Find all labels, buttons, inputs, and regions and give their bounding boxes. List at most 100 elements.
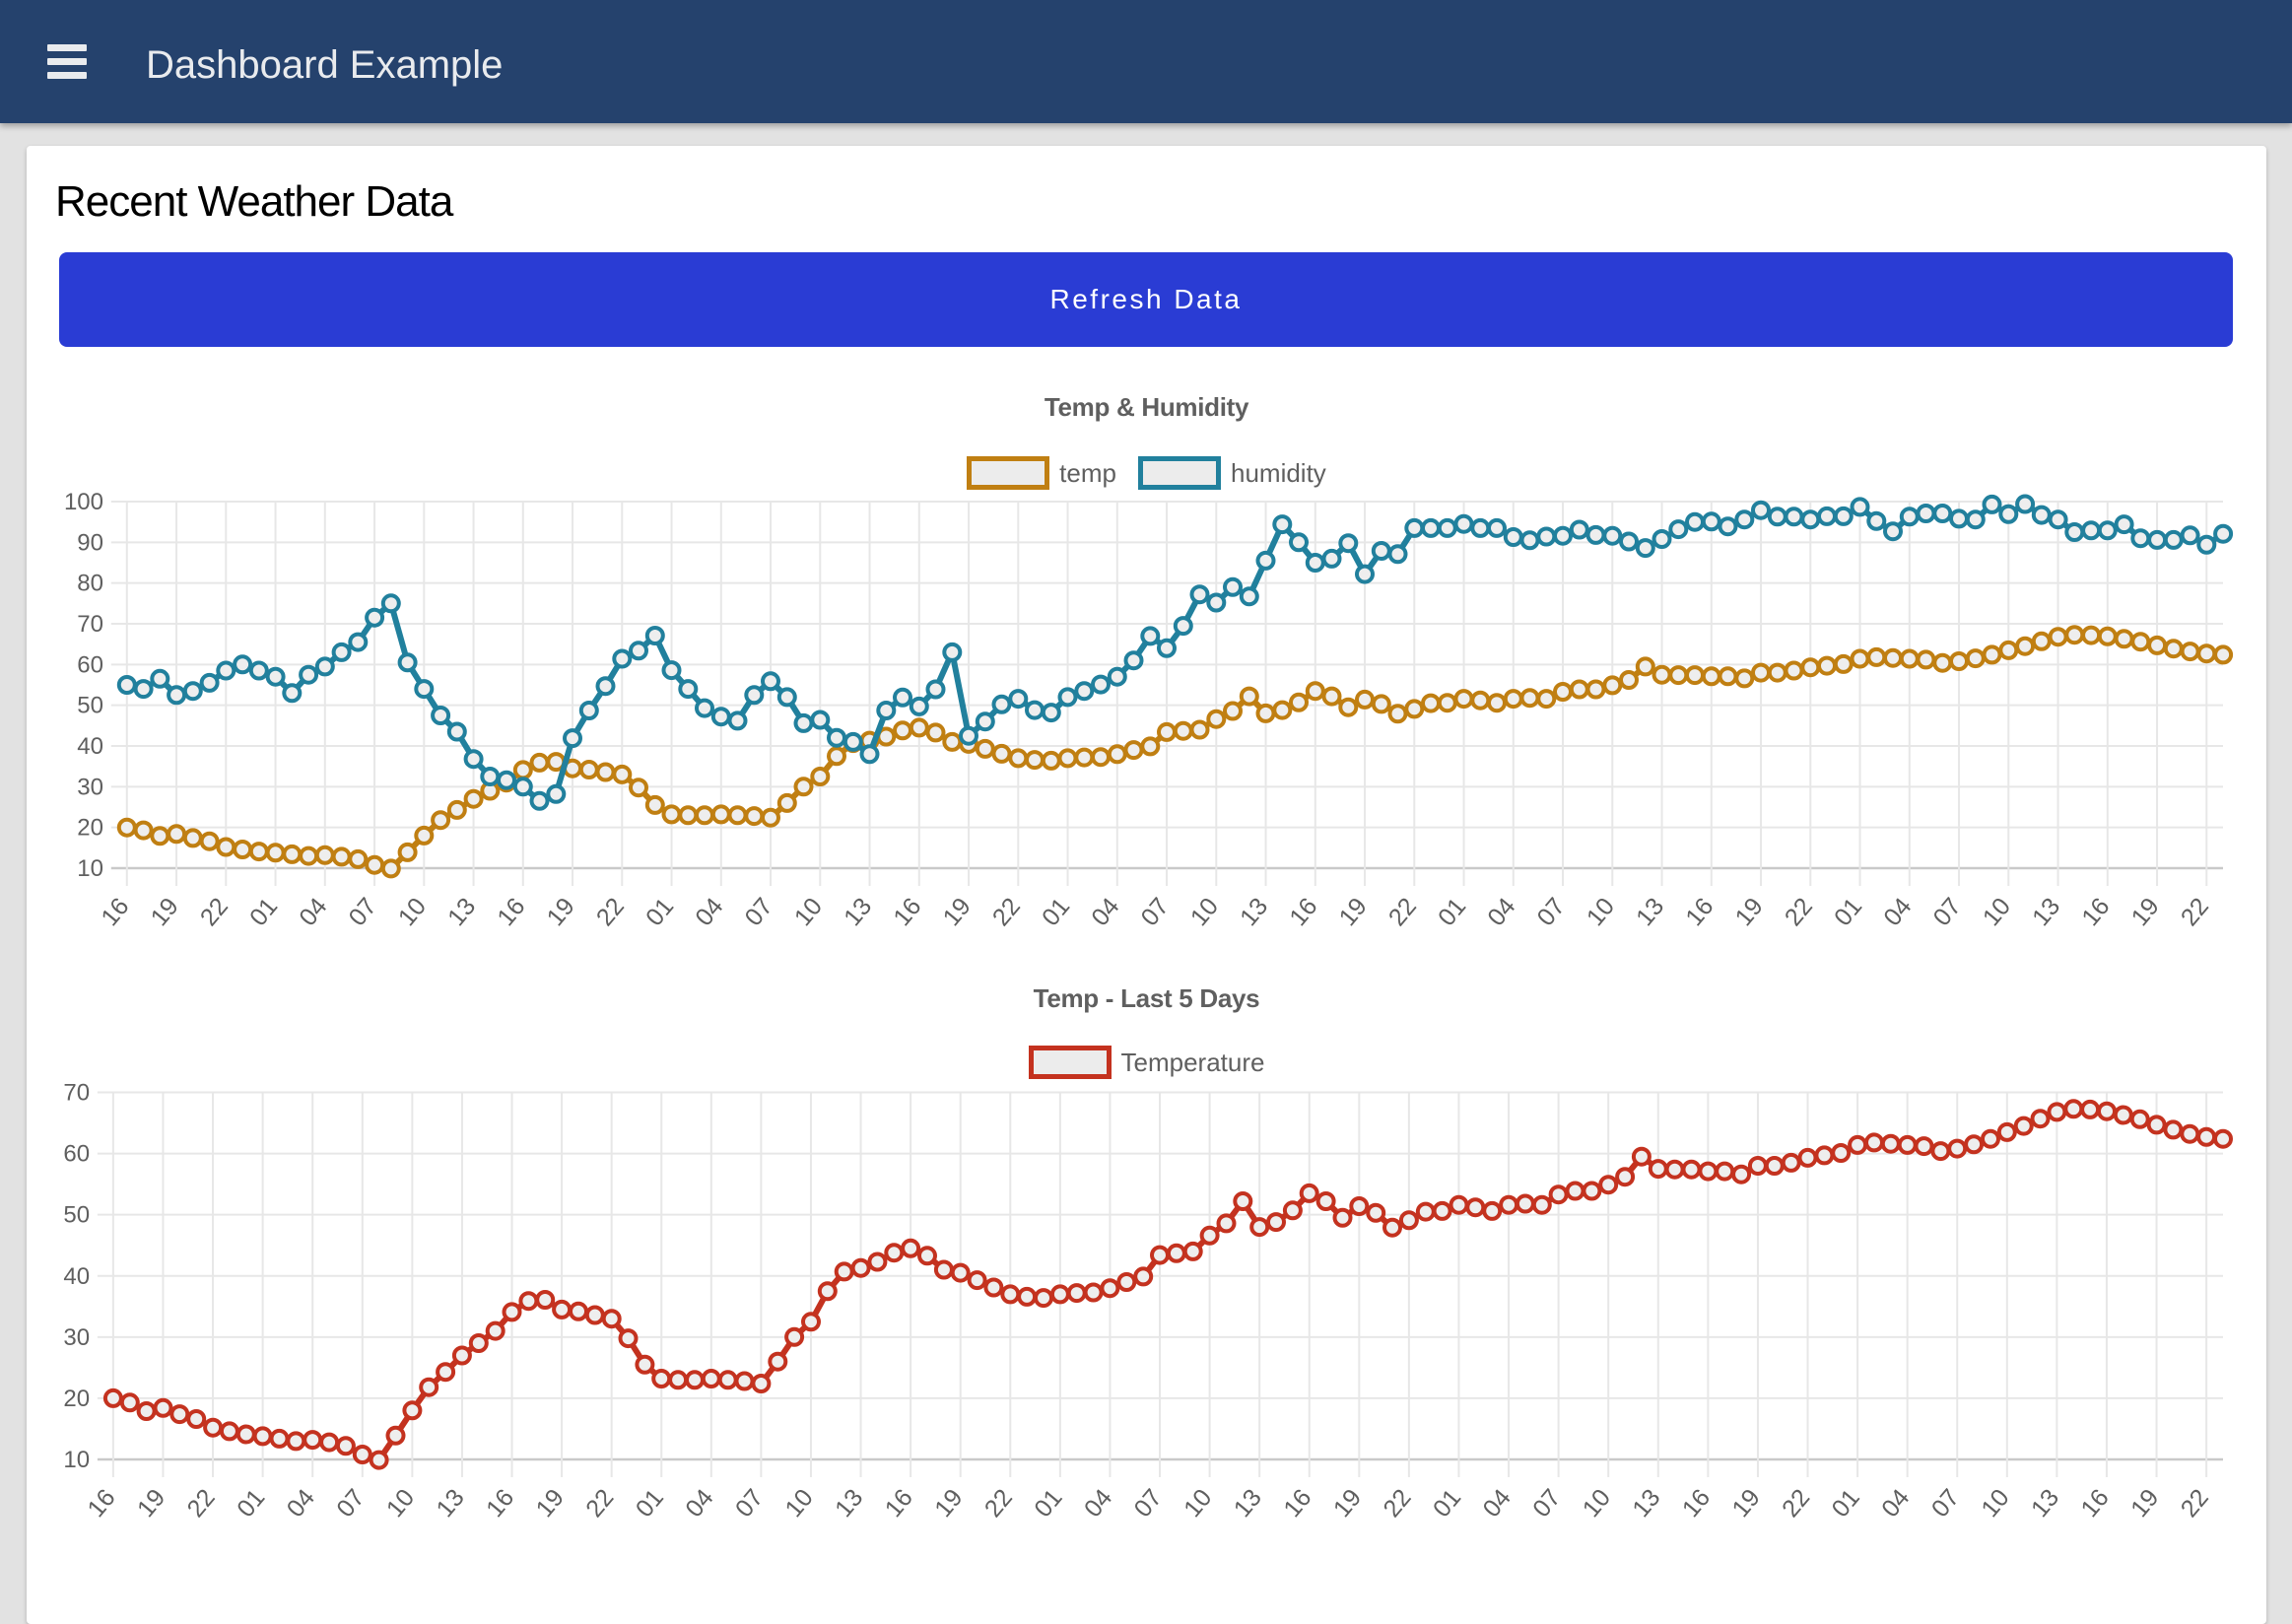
svg-text:20: 20 [63,1386,90,1412]
svg-text:19: 19 [531,1484,570,1522]
svg-text:04: 04 [1086,893,1124,931]
svg-text:01: 01 [640,893,679,931]
svg-text:10: 10 [1185,893,1224,931]
svg-text:22: 22 [2176,1484,2214,1522]
svg-text:01: 01 [232,1484,270,1522]
svg-text:22: 22 [1777,1484,1815,1522]
svg-text:80: 80 [77,571,103,597]
svg-text:13: 13 [2026,1484,2064,1522]
svg-text:22: 22 [1780,893,1818,931]
svg-text:07: 07 [1527,1484,1566,1522]
svg-text:16: 16 [1278,1484,1316,1522]
svg-text:07: 07 [740,893,778,931]
svg-text:22: 22 [1383,893,1422,931]
svg-text:22: 22 [987,893,1026,931]
svg-text:13: 13 [2027,893,2065,931]
svg-text:19: 19 [146,893,184,931]
svg-text:19: 19 [938,893,977,931]
svg-text:01: 01 [1827,1484,1865,1522]
svg-text:16: 16 [1677,1484,1716,1522]
svg-text:10: 10 [393,893,432,931]
svg-text:01: 01 [244,893,283,931]
svg-text:16: 16 [492,893,530,931]
svg-text:22: 22 [195,893,234,931]
svg-text:07: 07 [1136,893,1175,931]
svg-text:01: 01 [1433,893,1471,931]
svg-text:22: 22 [1378,1484,1416,1522]
svg-text:50: 50 [63,1202,90,1229]
svg-text:19: 19 [2125,1484,2164,1522]
svg-text:10: 10 [1578,1484,1616,1522]
svg-text:16: 16 [2076,893,2115,931]
svg-text:01: 01 [1428,1484,1466,1522]
svg-text:10: 10 [1976,1484,2014,1522]
svg-text:01: 01 [1029,1484,1067,1522]
svg-text:07: 07 [1926,1484,1965,1522]
svg-text:16: 16 [96,893,134,931]
svg-text:13: 13 [442,893,481,931]
svg-text:04: 04 [1876,1484,1915,1522]
svg-text:10: 10 [63,1447,90,1473]
svg-text:19: 19 [542,893,580,931]
svg-text:70: 70 [63,1080,90,1107]
svg-text:22: 22 [182,1484,221,1522]
svg-text:40: 40 [63,1263,90,1290]
svg-text:16: 16 [880,1484,918,1522]
svg-text:30: 30 [63,1324,90,1351]
svg-text:07: 07 [344,893,382,931]
svg-text:19: 19 [2126,893,2165,931]
svg-text:16: 16 [1284,893,1322,931]
svg-text:13: 13 [1627,1484,1665,1522]
svg-text:04: 04 [1478,1484,1517,1522]
svg-text:30: 30 [77,774,103,800]
svg-text:10: 10 [77,855,103,882]
svg-text:16: 16 [2075,1484,2114,1522]
svg-text:10: 10 [381,1484,420,1522]
svg-text:04: 04 [1482,893,1520,931]
svg-text:10: 10 [779,1484,818,1522]
svg-text:16: 16 [1680,893,1719,931]
svg-text:50: 50 [77,693,103,719]
svg-text:16: 16 [82,1484,120,1522]
svg-text:13: 13 [839,893,877,931]
svg-text:01: 01 [1037,893,1075,931]
svg-text:22: 22 [2176,893,2214,931]
svg-text:04: 04 [294,893,332,931]
svg-text:60: 60 [63,1141,90,1168]
svg-text:100: 100 [64,489,103,515]
svg-text:13: 13 [1235,893,1273,931]
svg-text:22: 22 [580,1484,619,1522]
svg-text:19: 19 [1730,893,1769,931]
svg-text:10: 10 [1179,1484,1217,1522]
svg-text:40: 40 [77,733,103,760]
svg-text:19: 19 [132,1484,170,1522]
svg-text:19: 19 [1328,1484,1367,1522]
svg-text:19: 19 [1726,1484,1765,1522]
svg-text:16: 16 [888,893,926,931]
svg-text:07: 07 [1532,893,1571,931]
svg-text:07: 07 [730,1484,769,1522]
svg-text:20: 20 [77,815,103,842]
svg-text:04: 04 [1878,893,1917,931]
svg-text:04: 04 [1079,1484,1117,1522]
svg-text:01: 01 [631,1484,669,1522]
svg-text:22: 22 [979,1484,1018,1522]
svg-text:07: 07 [1128,1484,1167,1522]
svg-text:13: 13 [1631,893,1669,931]
svg-text:19: 19 [929,1484,968,1522]
svg-text:04: 04 [680,1484,718,1522]
svg-text:19: 19 [1334,893,1373,931]
svg-text:04: 04 [282,1484,320,1522]
svg-text:01: 01 [1829,893,1867,931]
svg-text:13: 13 [1229,1484,1267,1522]
svg-text:13: 13 [431,1484,469,1522]
svg-text:90: 90 [77,529,103,556]
svg-text:07: 07 [1928,893,1967,931]
svg-text:10: 10 [1582,893,1620,931]
svg-text:60: 60 [77,651,103,678]
svg-text:16: 16 [481,1484,519,1522]
svg-text:22: 22 [591,893,630,931]
svg-text:70: 70 [77,611,103,638]
svg-text:10: 10 [789,893,828,931]
svg-text:10: 10 [1978,893,2016,931]
